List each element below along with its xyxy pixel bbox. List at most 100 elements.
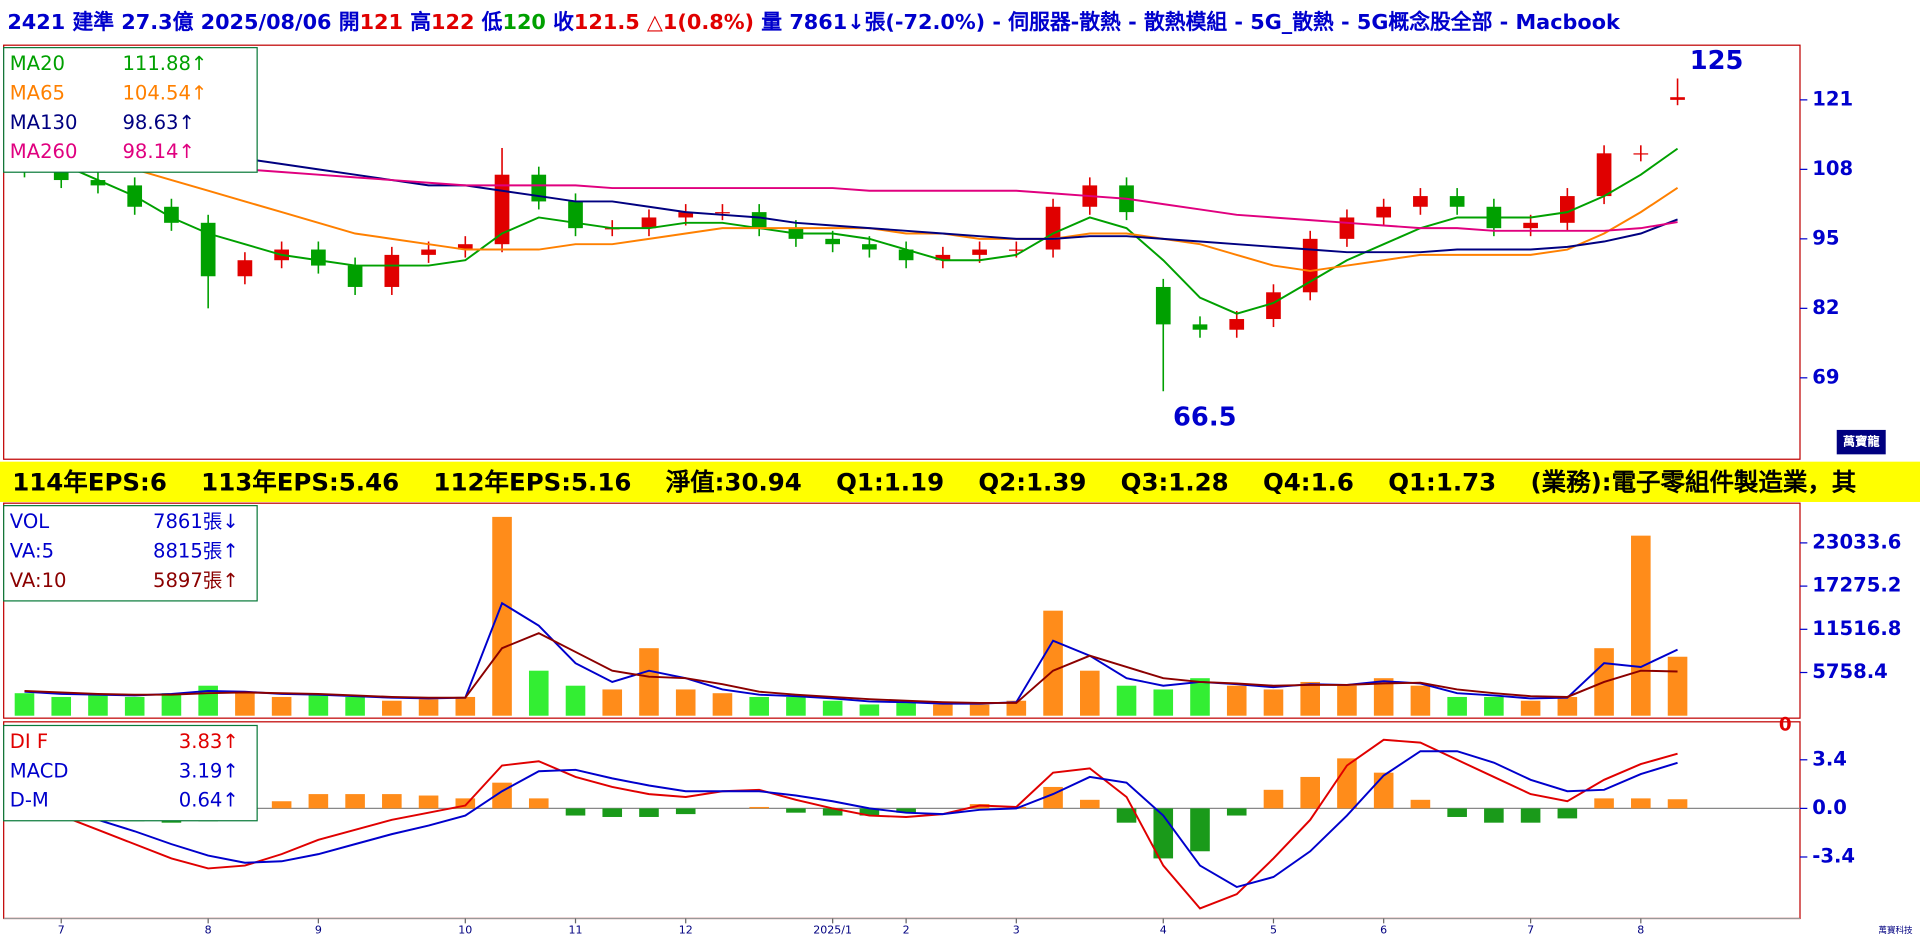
corner-note: 0 [1779, 714, 1792, 735]
bar [1080, 799, 1100, 809]
x-tick-label: 8 [1637, 924, 1644, 937]
bar [1410, 685, 1431, 716]
bar [161, 693, 182, 716]
candle-body [1633, 153, 1649, 155]
candle-body [898, 249, 914, 261]
bar [1520, 700, 1541, 716]
candle-body [311, 249, 326, 266]
bar [1594, 798, 1614, 809]
bar [675, 808, 696, 815]
line-series [24, 136, 1678, 254]
candle-body [678, 212, 694, 218]
x-tick-label: 2 [903, 924, 910, 937]
candle-body [1045, 206, 1061, 250]
logo-box [1836, 429, 1886, 455]
y-tick-label: 5758.4 [1812, 660, 1888, 683]
bar [1484, 808, 1504, 823]
bar [786, 696, 806, 716]
y-tick-label: 11516.8 [1812, 617, 1901, 640]
header-segment: 122 [431, 10, 474, 34]
bar [271, 696, 292, 716]
logo: 萬寶龍 [1843, 434, 1880, 449]
bar [1631, 798, 1651, 809]
header-segment: 高 [403, 10, 431, 34]
bar [345, 696, 365, 716]
bar [1190, 808, 1210, 852]
y-tick-label: 0.0 [1812, 796, 1847, 819]
bar [896, 702, 916, 716]
candle-body [1413, 196, 1428, 207]
bar [492, 516, 512, 716]
bar [639, 808, 659, 817]
bar [14, 693, 35, 716]
bar [1153, 689, 1174, 716]
legend-box [3, 724, 258, 822]
bar [675, 689, 696, 716]
eps-item: 淨值:30.94 [666, 468, 802, 497]
eps-item: Q3:1.28 [1121, 468, 1229, 497]
bar [528, 670, 549, 716]
bar [786, 808, 806, 813]
candle-body [935, 254, 951, 261]
legend-box [3, 47, 258, 173]
legend-value: 3.19↑ [179, 759, 239, 782]
legend-value: 3.83↑ [179, 730, 239, 753]
legend-value: 7861張↓ [153, 510, 239, 533]
eps-item: Q2:1.39 [978, 468, 1086, 497]
bar [418, 699, 439, 716]
bar [1447, 696, 1467, 716]
candle-body [1339, 217, 1355, 239]
eps-item: Q4:1.6 [1263, 468, 1354, 497]
bar [1337, 685, 1357, 716]
eps-item: Q1:1.19 [836, 468, 944, 497]
min-annotation: 66.5 [1173, 403, 1236, 433]
bar [1557, 696, 1578, 716]
eps-item: Q1:1.73 [1388, 468, 1496, 497]
header-segment: 收 [546, 10, 574, 34]
bar [308, 794, 329, 809]
header: 2421 建準 27.3億 2025/08/06 開121 高122 低120 … [7, 10, 1621, 34]
bar [1667, 656, 1688, 716]
candle-body [1449, 196, 1465, 207]
line-series [24, 147, 1679, 315]
legend-box [3, 505, 258, 602]
bar [749, 806, 769, 809]
legend-name: VA:10 [10, 569, 67, 592]
y-tick-label: 121 [1812, 87, 1853, 110]
bar [1006, 700, 1027, 716]
legend-value: 98.63↑ [122, 111, 194, 134]
header-segment: 2421 建準 27.3億 2025/08/06 開 [7, 10, 359, 34]
header-segment: 120 [502, 10, 545, 34]
bar [1226, 685, 1247, 716]
x-tick-label: 6 [1380, 924, 1387, 937]
legend-name: MA260 [10, 140, 78, 163]
y-tick-label: 69 [1812, 365, 1839, 388]
candle-body [53, 169, 69, 181]
candle-body [1560, 196, 1575, 223]
header-segment: 121.5 △1(0.8%) [574, 10, 754, 34]
eps-item: 113年EPS:5.46 [201, 468, 399, 497]
candle-body [1192, 324, 1208, 330]
header-segment: 121 [360, 10, 403, 34]
legend-name: D-M [10, 789, 49, 812]
bar [602, 808, 623, 817]
legend-value: 104.54↑ [122, 82, 207, 105]
bar [1300, 776, 1320, 809]
bar [88, 694, 108, 716]
bar [933, 704, 953, 716]
legend-name: VA:5 [10, 540, 54, 563]
max-annotation: 125 [1690, 46, 1744, 76]
bar [1263, 789, 1284, 809]
bar [602, 689, 623, 716]
candle-body [1229, 319, 1245, 330]
bar [749, 696, 769, 716]
bar [382, 700, 402, 716]
bar [859, 704, 880, 716]
x-tick-label: 3 [1013, 924, 1020, 937]
candle-body [1523, 222, 1538, 229]
bar [1631, 535, 1651, 716]
bar [1116, 808, 1137, 823]
line-series [24, 632, 1678, 704]
bar [51, 696, 72, 716]
bar [1043, 610, 1063, 716]
